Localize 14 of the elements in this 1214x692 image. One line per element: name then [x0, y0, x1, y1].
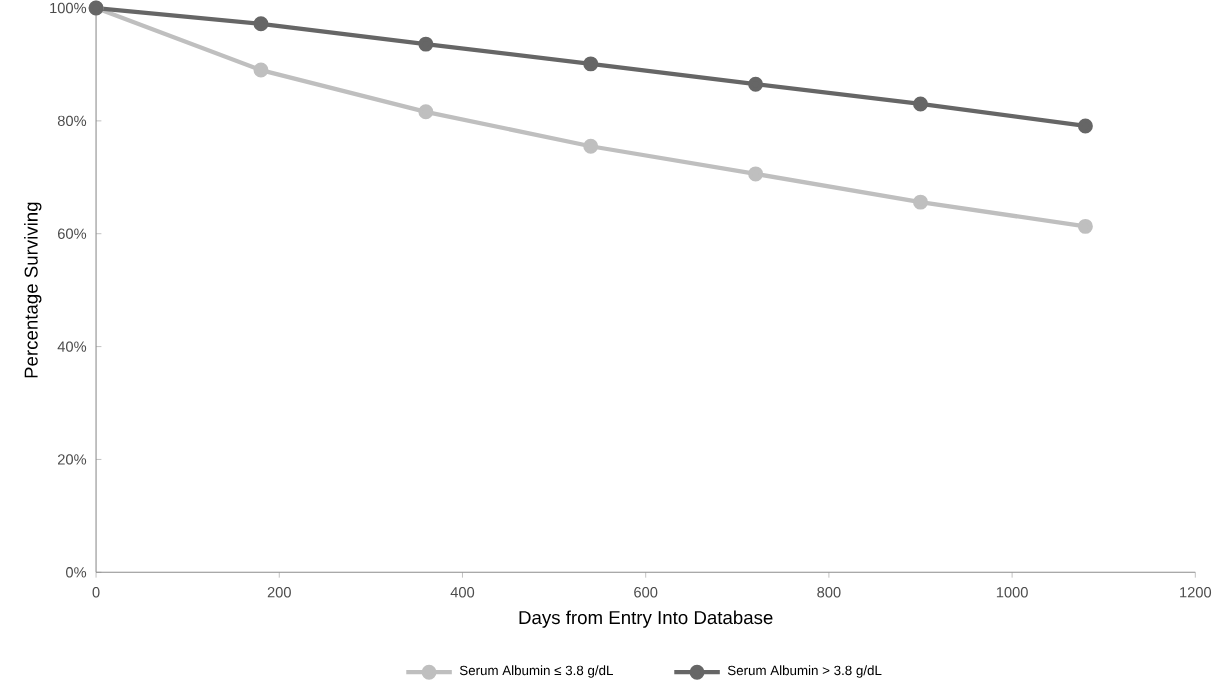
point	[418, 104, 434, 120]
point	[583, 56, 599, 72]
point	[913, 96, 928, 112]
y-axis-title: Percentage Surviving	[24, 202, 42, 378]
point	[253, 62, 269, 78]
point	[583, 138, 599, 154]
point	[1077, 118, 1093, 134]
point	[1077, 218, 1093, 234]
x-axis-title: Days from Entry Into Database	[519, 610, 773, 628]
point	[253, 16, 269, 32]
point	[748, 166, 764, 182]
point	[418, 36, 434, 52]
point	[748, 76, 764, 92]
point	[913, 194, 928, 210]
